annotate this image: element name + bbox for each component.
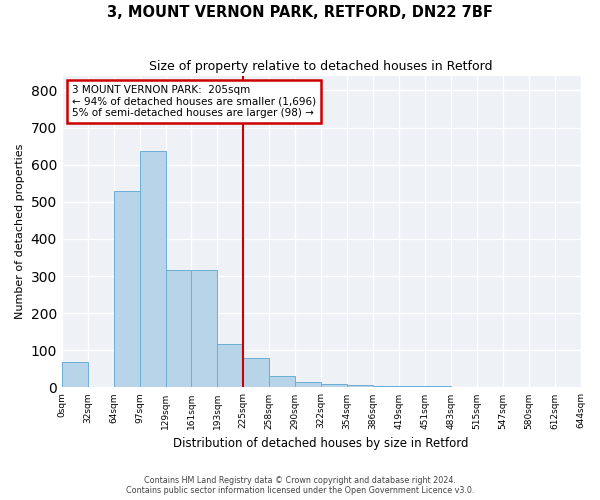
Bar bbox=[373, 386, 399, 388]
Bar bbox=[191, 270, 217, 388]
Bar bbox=[217, 344, 244, 388]
Bar bbox=[295, 382, 321, 388]
Bar bbox=[399, 386, 425, 388]
X-axis label: Distribution of detached houses by size in Retford: Distribution of detached houses by size … bbox=[173, 437, 469, 450]
Bar bbox=[166, 270, 191, 388]
Bar bbox=[321, 384, 347, 388]
Bar bbox=[425, 386, 451, 388]
Bar bbox=[113, 190, 140, 388]
Bar bbox=[347, 385, 373, 388]
Text: 3, MOUNT VERNON PARK, RETFORD, DN22 7BF: 3, MOUNT VERNON PARK, RETFORD, DN22 7BF bbox=[107, 5, 493, 20]
Bar bbox=[244, 358, 269, 388]
Text: Contains HM Land Registry data © Crown copyright and database right 2024.
Contai: Contains HM Land Registry data © Crown c… bbox=[126, 476, 474, 495]
Bar bbox=[62, 362, 88, 388]
Y-axis label: Number of detached properties: Number of detached properties bbox=[15, 144, 25, 319]
Bar bbox=[269, 376, 295, 388]
Bar bbox=[140, 150, 166, 388]
Title: Size of property relative to detached houses in Retford: Size of property relative to detached ho… bbox=[149, 60, 493, 73]
Text: 3 MOUNT VERNON PARK:  205sqm
← 94% of detached houses are smaller (1,696)
5% of : 3 MOUNT VERNON PARK: 205sqm ← 94% of det… bbox=[72, 85, 316, 118]
